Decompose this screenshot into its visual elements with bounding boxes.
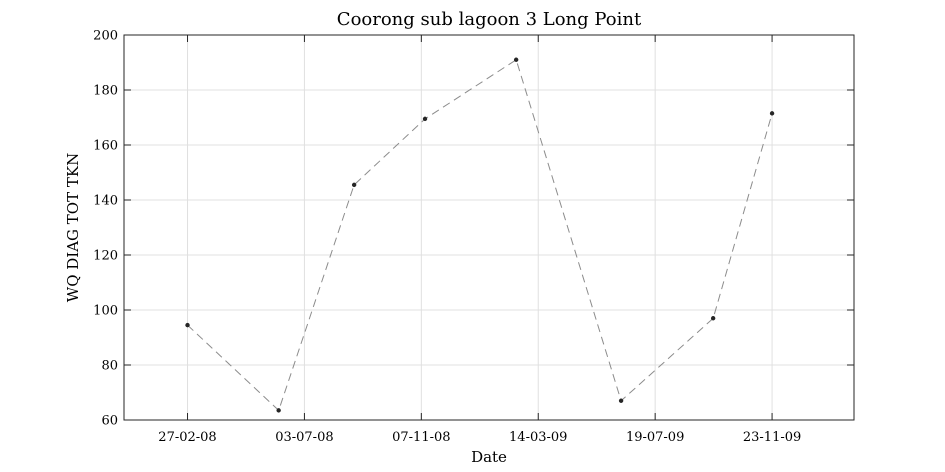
x-tick-label: 03-07-08 (275, 430, 333, 445)
series-line (187, 59, 773, 412)
grid-layer (124, 34, 854, 421)
data-point (513, 57, 519, 62)
x-tick-label: 07-11-08 (392, 430, 450, 445)
y-tick-label: 160 (93, 139, 118, 154)
x-tick-label: 19-07-09 (626, 430, 684, 445)
x-axis-label: Date (471, 448, 507, 466)
data-point (276, 408, 281, 413)
data-point (769, 111, 775, 116)
y-tick-label: 120 (93, 249, 118, 264)
x-tick-label: 23-11-09 (743, 430, 801, 445)
x-tick-label: 14-03-09 (509, 430, 567, 445)
y-tick-label: 80 (101, 359, 118, 374)
data-point (618, 398, 624, 403)
data-point (185, 322, 190, 328)
data-point (422, 116, 428, 122)
tick-layer: 60 80 100 120 140 160 180 200 27-02-08 03-07-08 07… (93, 29, 854, 445)
y-tick-label: 100 (93, 304, 118, 319)
y-tick-label: 180 (93, 84, 118, 99)
chart-title: Coorong sub lagoon 3 Long Point (337, 9, 642, 30)
series-layer (185, 57, 775, 413)
data-point (351, 182, 357, 188)
y-axis-label: WQ DIAG TOT TKN (64, 153, 82, 302)
y-tick-label: 60 (101, 414, 118, 429)
data-point (710, 316, 716, 321)
plot-frame (123, 34, 855, 421)
x-tick-label: 27-02-08 (158, 430, 216, 445)
y-tick-label: 200 (93, 29, 118, 44)
y-tick-label: 140 (93, 194, 118, 209)
